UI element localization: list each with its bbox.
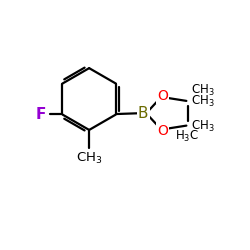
Text: F: F	[36, 107, 46, 122]
Text: CH$_3$: CH$_3$	[76, 151, 103, 166]
Text: H$_3$C: H$_3$C	[175, 128, 199, 144]
Text: B: B	[138, 106, 148, 121]
Text: O: O	[157, 89, 168, 103]
Text: CH$_3$: CH$_3$	[191, 94, 215, 109]
Text: CH$_3$: CH$_3$	[191, 118, 215, 134]
Text: O: O	[157, 124, 168, 138]
Text: CH$_3$: CH$_3$	[191, 82, 215, 98]
